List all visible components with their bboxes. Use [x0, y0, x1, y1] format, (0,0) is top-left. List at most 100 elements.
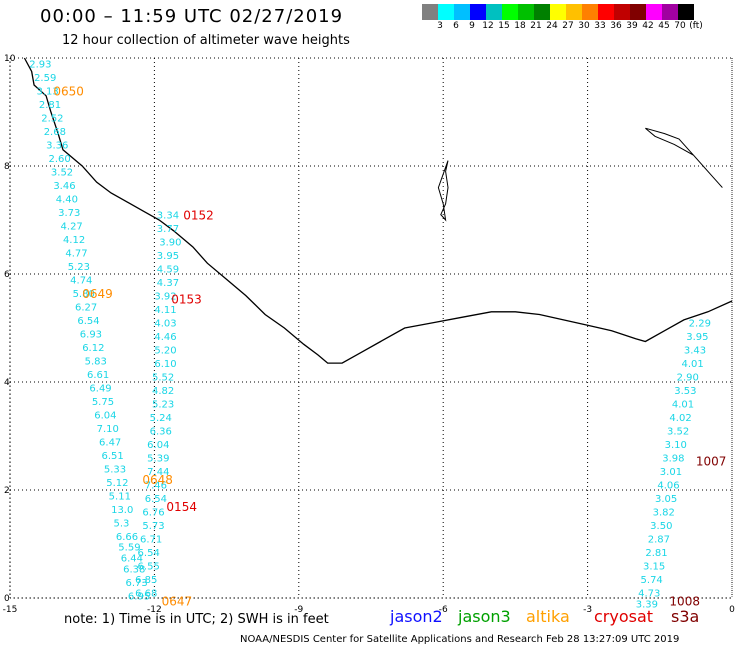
swh-label: 4.02: [669, 413, 691, 424]
colorbar-cell: [486, 4, 502, 20]
colorbar-cell: [662, 4, 678, 20]
swh-label: 6.47: [99, 437, 121, 448]
swh-label: 5.73: [142, 521, 164, 532]
swh-label: 6.71: [140, 535, 162, 546]
swh-label: 3.82: [653, 508, 675, 519]
swh-label: 5.23: [68, 262, 90, 273]
grid-lines: [9, 57, 733, 599]
colorbar-label: 12: [482, 21, 494, 31]
swh-label: 6.85: [135, 575, 157, 586]
axis-ticks: -15 -12 -9 -6 -3 0 0 2 4 6 8 10: [3, 54, 735, 615]
swh-label: 4.59: [157, 265, 179, 276]
x-tick-label: -3: [583, 605, 592, 615]
colorbar-label: 27: [562, 21, 574, 31]
colorbar-label: 18: [514, 21, 526, 31]
colorbar-cell: [534, 4, 550, 20]
swh-label: 6.95: [128, 591, 150, 602]
swh-label: 4.01: [672, 400, 694, 411]
swh-label: 3.39: [636, 599, 658, 610]
swh-label: 6.04: [147, 440, 169, 451]
pass-time-label: 0154: [166, 500, 197, 514]
colorbar-cell: [598, 4, 614, 20]
coastline: [23, 57, 733, 364]
legend-item-cryosat: cryosat: [594, 607, 654, 626]
swh-label: 5.39: [147, 454, 169, 465]
swh-label: 6.12: [82, 343, 104, 354]
swh-label: 3.53: [674, 386, 696, 397]
swh-label: 3.90: [159, 238, 181, 249]
swh-label: 4.27: [61, 221, 83, 232]
page-title: 00:00 – 11:59 UTC 02/27/2019: [40, 6, 344, 27]
swh-label: 4.73: [638, 589, 660, 600]
swh-label: 6.36: [150, 427, 172, 438]
swh-label: 2.90: [677, 373, 699, 384]
pass-time-label: 0647: [162, 595, 193, 609]
swh-label: 6.27: [75, 302, 97, 313]
colorbar-cell: [422, 4, 438, 20]
colorbar-cell: [438, 4, 454, 20]
swh-label: 2.59: [34, 73, 56, 84]
colorbar-cell: [678, 4, 694, 20]
y-tick-label: 8: [4, 162, 10, 172]
colorbar-cell: [582, 4, 598, 20]
colorbar-label: 33: [594, 21, 606, 31]
swh-label: 4.74: [70, 275, 92, 286]
swh-label: 6.38: [123, 564, 145, 575]
swh-label: 6.61: [87, 370, 109, 381]
map-frame: [9, 57, 733, 599]
pass-time-label: 0648: [142, 473, 173, 487]
swh-label: 3.92: [154, 292, 176, 303]
altimeter-tracks: 2.93 2.59 3.13 2.81 2.52 2.68 3.36 2.60 3.52 3.46…: [29, 59, 726, 610]
colorbar-label: 24: [546, 21, 558, 31]
pass-time-label: 0152: [183, 209, 214, 223]
y-tick-label: 6: [4, 270, 10, 280]
colorbar-label: 70: [674, 21, 686, 31]
swh-label: 3.01: [660, 467, 682, 478]
swh-label: 13.0: [111, 505, 133, 516]
y-tick-label: 4: [4, 378, 10, 388]
colorbar-cell: [518, 4, 534, 20]
pass-time-label: 1007: [696, 454, 727, 468]
swh-label: 5.20: [154, 346, 176, 357]
colorbar-cell: [502, 4, 518, 20]
swh-label: 6.54: [145, 494, 167, 505]
colorbar-label: 39: [626, 21, 638, 31]
y-tick-label: 0: [4, 594, 10, 604]
swh-label: 6.73: [126, 578, 148, 589]
swh-label: 3.98: [662, 454, 684, 465]
swh-label: 2.68: [44, 127, 66, 138]
swh-label: 5.23: [152, 400, 174, 411]
x-tick-label: -9: [294, 605, 303, 615]
swh-label: 4.37: [157, 278, 179, 289]
swh-label: 5.75: [92, 397, 114, 408]
swh-label: 3.10: [665, 440, 687, 451]
swh-label: 3.34: [157, 211, 179, 222]
colorbar-cell: [550, 4, 566, 20]
swh-label: 3.52: [51, 167, 73, 178]
legend-item-altika: altika: [526, 607, 570, 626]
colorbar-label: 3: [437, 21, 443, 31]
x-tick-label: -12: [147, 605, 162, 615]
swh-label: 5.11: [109, 491, 131, 502]
swh-label: 3.05: [655, 494, 677, 505]
swh-label: 6.66: [116, 532, 138, 543]
swh-label: 6.10: [154, 359, 176, 370]
swh-label: 2.52: [41, 113, 63, 124]
colorbar-label: (ft): [689, 21, 703, 31]
page-subtitle: 12 hour collection of altimeter wave hei…: [62, 33, 350, 48]
swh-label: 4.12: [63, 235, 85, 246]
swh-label: 6.55: [138, 562, 160, 573]
swh-label: 7.46: [145, 481, 167, 492]
swh-label: 6.51: [101, 451, 123, 462]
swh-label: 6.93: [80, 329, 102, 340]
swh-label: 3.77: [157, 224, 179, 235]
swh-label: 6.44: [121, 554, 143, 565]
swh-label: 3.52: [667, 427, 689, 438]
swh-label: 3.46: [53, 181, 75, 192]
x-tick-label: 0: [729, 605, 735, 615]
swh-label: 6.04: [94, 410, 116, 421]
swh-label: 2.81: [645, 548, 667, 559]
swh-label: 3.15: [643, 562, 665, 573]
colorbar: [422, 4, 694, 20]
